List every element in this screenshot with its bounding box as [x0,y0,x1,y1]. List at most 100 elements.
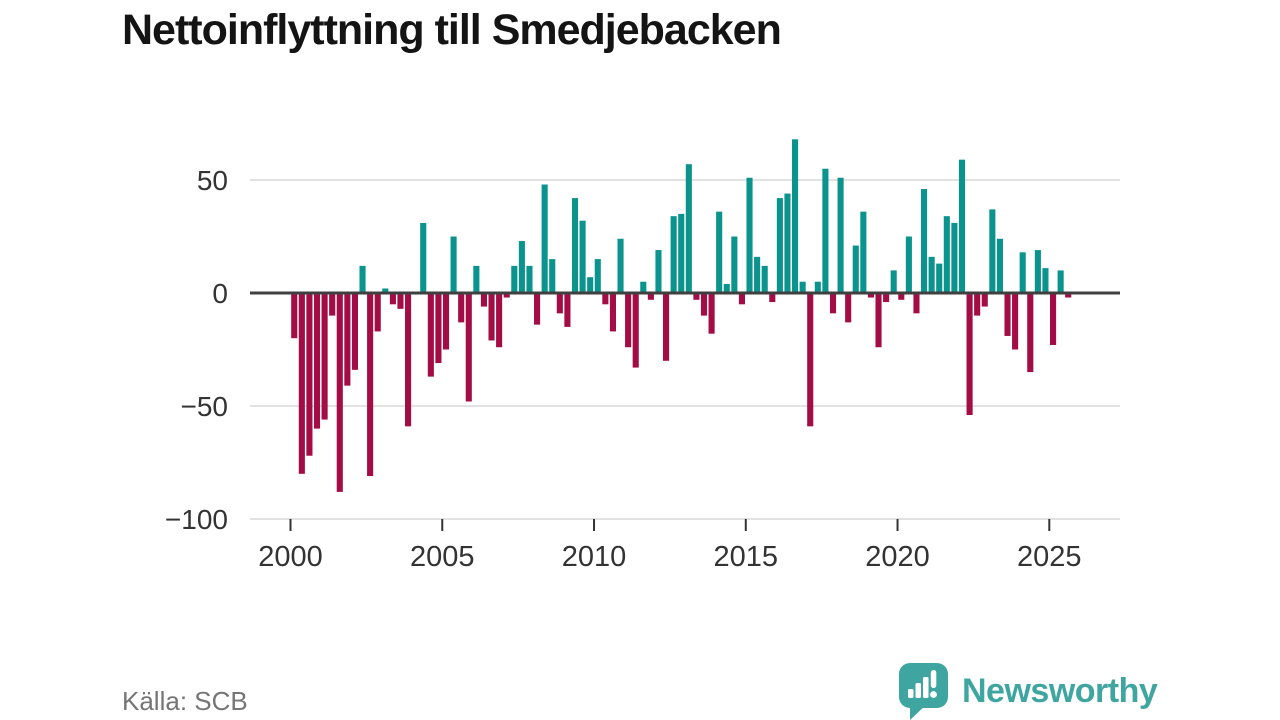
bar [336,293,343,492]
bar [609,293,616,332]
bar [602,293,609,305]
bar [329,293,336,316]
bar [860,211,867,293]
logo-bubble-tail [910,704,927,720]
bar [526,265,533,293]
bar [814,281,821,293]
bar [685,164,692,293]
bar [1019,252,1026,293]
bar [746,177,753,293]
bar [579,220,586,293]
bar [776,198,783,293]
bar [943,216,950,293]
bar [1034,250,1041,293]
bar [974,293,981,316]
bar [996,238,1003,293]
bar [541,184,548,293]
bar [480,293,487,307]
bar [594,259,601,293]
bar [617,238,624,293]
bar [647,293,654,300]
bar [549,259,556,293]
bar [435,293,442,364]
bar [298,293,305,474]
bar [374,293,381,332]
bar [708,293,715,334]
bar [351,293,359,370]
bar [784,193,791,293]
bar [291,293,298,339]
bar [989,209,996,293]
bar [564,293,571,327]
bar [1042,268,1049,293]
y-tick-label: 0 [212,278,228,309]
bar [738,293,745,305]
bar [883,293,890,303]
bar [473,265,480,293]
source-label: Källa: SCB [122,686,248,716]
bar [837,177,844,293]
bar [700,293,708,316]
bar [427,293,434,377]
bar [1004,293,1011,336]
logo-exclamation-stroke [930,670,937,688]
bar [875,293,882,348]
bar [1027,293,1034,373]
bar [754,256,761,293]
bar [503,293,510,298]
bar [382,288,389,293]
bar [518,241,525,293]
bar [625,293,632,348]
bar [761,265,768,293]
x-tick-label: 2020 [865,541,930,573]
bar [397,293,404,309]
bar [1057,270,1064,293]
newsworthy-logo: Newsworthy [898,662,1158,720]
bar [799,281,806,293]
newsworthy-icon [899,663,948,720]
bar [769,293,776,303]
bar [693,293,700,300]
bar [632,293,639,368]
bar [905,236,912,293]
logo-bar-medium [915,683,921,698]
bar [359,265,366,293]
bar [496,293,503,348]
bar [306,293,313,456]
bar [663,293,670,361]
bar [981,293,988,307]
bar [465,293,472,402]
y-tick-label: −50 [181,391,229,422]
bar [723,283,730,293]
bar [792,139,799,293]
x-tick-label: 2015 [714,541,779,573]
bar [807,293,814,427]
x-tick-label: 2025 [1017,541,1082,573]
bar [890,270,897,293]
bar [966,293,973,416]
bar [344,293,351,386]
bar [556,293,563,314]
bar [640,281,647,293]
y-tick-label: −100 [165,504,228,535]
bar [321,293,328,420]
bar [867,293,874,298]
bar [313,293,321,429]
bar [921,189,928,293]
bar [571,198,579,293]
bar [951,222,958,293]
bar [1050,293,1057,345]
bar [845,293,852,323]
x-tick-label: 2005 [410,541,475,573]
bar [928,256,935,293]
bar [822,168,829,293]
bar [450,236,457,293]
bar [898,293,905,300]
bar [405,293,412,427]
bar [655,250,662,293]
bar [678,213,685,293]
bar [1012,293,1019,350]
bar [670,216,677,293]
bar [958,159,966,293]
